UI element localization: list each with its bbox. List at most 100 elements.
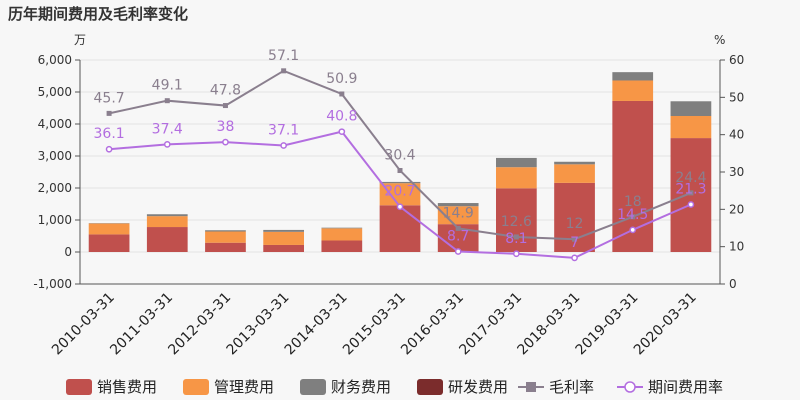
left-tick-label: 4,000: [38, 117, 72, 131]
bar-segment-1: [321, 240, 363, 252]
lines: 45.7 49.1 47.8 57.1 50.9 30.4 14.9 12.6 12 18 24.4…: [94, 48, 707, 262]
expense-rate-label: 8.1: [505, 231, 527, 247]
gross-margin-point: [397, 168, 403, 174]
legend-marker: [624, 381, 636, 393]
right-tick-label: 0: [729, 277, 737, 291]
expense-rate-point: [280, 142, 287, 149]
right-tick-label: 40: [729, 128, 744, 142]
gross-margin-point: [106, 110, 112, 116]
bar-segment-3: [670, 101, 712, 116]
bar-segment-1: [263, 244, 304, 252]
bar-segment-1: [146, 227, 188, 252]
expense-rate-point: [222, 138, 229, 146]
left-tick-label: 6,000: [38, 53, 72, 67]
expense-rate-label: 36.1: [94, 126, 125, 142]
bar-segment-1: [379, 205, 421, 252]
bar-segment-3: [321, 227, 363, 229]
gross-margin-point: [339, 91, 345, 97]
gross-margin-label: 12: [566, 216, 584, 232]
expense-rate-point: [454, 248, 462, 255]
bar-segment-2: [437, 206, 479, 225]
legend-marker: [526, 382, 536, 392]
expense-rate-label: 37.1: [268, 122, 299, 138]
left-tick-label: 2,000: [38, 181, 72, 195]
expense-rate-label: 37.4: [152, 121, 183, 137]
gross-margin-label: 30.4: [384, 148, 415, 164]
bar-segment-2: [88, 223, 130, 235]
legend-label: 期间费用率: [648, 378, 723, 396]
expense-rate-point: [163, 141, 171, 148]
gross-margin-label: 18: [624, 194, 642, 210]
bar-segment-2: [263, 231, 304, 245]
bar-segment-1: [496, 188, 537, 252]
gross-margin-point: [630, 214, 636, 220]
right-tick-label: 10: [729, 240, 744, 254]
expense-rate-point: [687, 201, 695, 208]
right-axis-unit: %: [714, 33, 725, 47]
expense-rate-label: 21.3: [675, 181, 706, 197]
bar-segment-3: [496, 157, 537, 168]
chart-title: 历年期间费用及毛利率变化: [8, 5, 188, 23]
left-tick-label: 1,000: [38, 213, 72, 227]
legend-swatch: [66, 379, 92, 395]
bar-segment-2: [496, 167, 537, 189]
bar-segment-3: [205, 230, 246, 232]
expense-rate-point: [629, 226, 637, 234]
gross-margin-label: 24.4: [675, 170, 706, 186]
expense-rate-label: 7: [570, 235, 579, 251]
left-tick-label: -1,000: [33, 277, 72, 291]
gross-margin-point: [572, 236, 578, 242]
legend-label: 毛利率: [549, 378, 594, 396]
gross-margin-label: 47.8: [210, 83, 241, 99]
gross-margin-point: [688, 190, 694, 196]
gross-margin-label: 57.1: [268, 48, 299, 64]
expense-rate-point: [105, 145, 113, 153]
bar-segment-2: [612, 80, 654, 101]
bar-segment-3: [437, 203, 479, 207]
gross-margin-label: 50.9: [326, 71, 357, 87]
legend-label: 管理费用: [214, 378, 274, 396]
bar-segment-2: [321, 228, 363, 241]
bar-segment-2: [205, 231, 246, 243]
right-tick-label: 30: [729, 165, 744, 179]
bar-segment-2: [146, 216, 188, 228]
gross-margin-label: 49.1: [152, 78, 183, 94]
expense-rate-label: 14.5: [617, 207, 648, 223]
bar-segment-2: [670, 116, 712, 139]
gross-margin-point: [164, 98, 170, 104]
bar-segment-2: [379, 183, 421, 206]
legend-label: 研发费用: [448, 378, 508, 396]
legend-swatch: [183, 379, 209, 395]
x-tick-label: 2020-03-31: [631, 290, 700, 359]
expense-rate-point: [338, 128, 346, 136]
right-tick-label: 20: [729, 202, 744, 216]
bar-segment-3: [612, 72, 654, 81]
bar-segment-3: [146, 214, 188, 217]
legend: 销售费用 管理费用 财务费用 研发费用 毛利率 期间费用率: [66, 378, 723, 396]
expense-rate-label: 8.7: [447, 229, 469, 245]
axes: 6,000 5,000 4,000 3,000 2,000 1,000 0 -1,000 60 5…: [33, 53, 744, 291]
left-tick-label: 5,000: [38, 85, 72, 99]
gross-margin-point: [281, 68, 287, 74]
expense-rate-point: [571, 254, 578, 262]
expense-rate-label: 38: [217, 119, 235, 135]
expense-rate-point: [513, 250, 520, 258]
bar-segment-3: [379, 181, 421, 184]
expense-rate-point: [396, 203, 404, 211]
expense-rate-label: 40.8: [326, 109, 357, 125]
x-axis-labels: 2010-03-312011-03-312012-03-312013-03-31…: [49, 290, 700, 359]
legend-swatch: [417, 379, 443, 395]
legend-label: 财务费用: [331, 378, 391, 396]
expense-rate-label: 20.7: [384, 184, 415, 200]
gross-margin-label: 12.6: [501, 214, 532, 230]
right-tick-label: 50: [729, 90, 744, 104]
legend-swatch: [300, 379, 326, 395]
gross-margin-point: [513, 234, 519, 240]
right-tick-label: 60: [729, 53, 744, 67]
bar-segment-3: [263, 229, 304, 232]
gross-margin-label: 14.9: [443, 205, 474, 221]
bar-segment-3: [554, 161, 595, 165]
left-tick-label: 0: [64, 245, 72, 259]
bar-segment-2: [554, 164, 595, 183]
